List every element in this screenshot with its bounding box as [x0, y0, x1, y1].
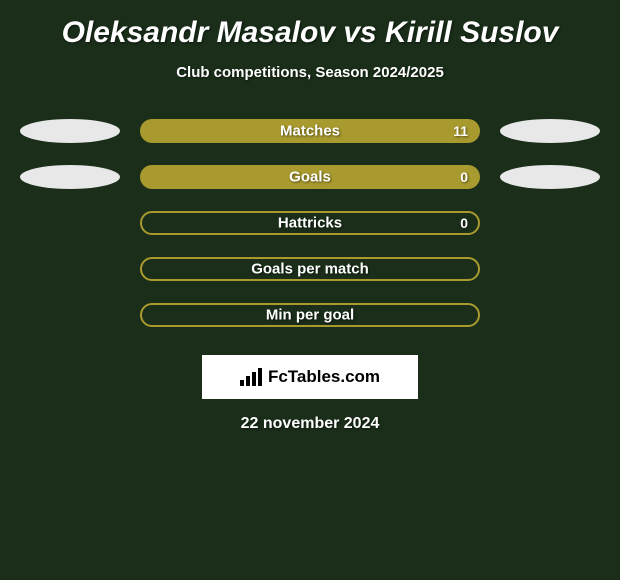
chart-subtitle: Club competitions, Season 2024/2025 [176, 64, 444, 81]
stat-bar: Goals 0 [140, 165, 480, 189]
stat-bar: Matches 11 [140, 119, 480, 143]
stat-rows: Matches 11 Goals 0 Hattricks 0 Goals per match… [20, 119, 600, 349]
stat-value: 11 [453, 123, 468, 139]
right-ellipse [500, 165, 600, 189]
stat-label: Goals [289, 169, 331, 186]
chart-container: Oleksandr Masalov vs Kirill Suslov Club … [0, 0, 620, 443]
right-ellipse [500, 119, 600, 143]
logo-text: FcTables.com [268, 367, 380, 387]
chart-title: Oleksandr Masalov vs Kirill Suslov [62, 16, 559, 50]
stat-label: Hattricks [278, 215, 342, 232]
stat-bar: Min per goal [140, 303, 480, 327]
stat-bar: Hattricks 0 [140, 211, 480, 235]
stat-label: Goals per match [251, 261, 369, 278]
stat-row: Goals per match [20, 257, 600, 281]
stat-row: Matches 11 [20, 119, 600, 143]
bar-chart-icon [240, 368, 262, 386]
stat-row: Goals 0 [20, 165, 600, 189]
stat-bar: Goals per match [140, 257, 480, 281]
left-ellipse [20, 119, 120, 143]
left-ellipse [20, 165, 120, 189]
stat-value: 0 [460, 169, 468, 185]
stat-label: Matches [280, 123, 340, 140]
logo-box: FcTables.com [202, 355, 418, 399]
stat-row: Hattricks 0 [20, 211, 600, 235]
stat-label: Min per goal [266, 307, 354, 324]
stat-value: 0 [460, 215, 468, 231]
chart-date: 22 november 2024 [241, 415, 380, 433]
stat-row: Min per goal [20, 303, 600, 327]
